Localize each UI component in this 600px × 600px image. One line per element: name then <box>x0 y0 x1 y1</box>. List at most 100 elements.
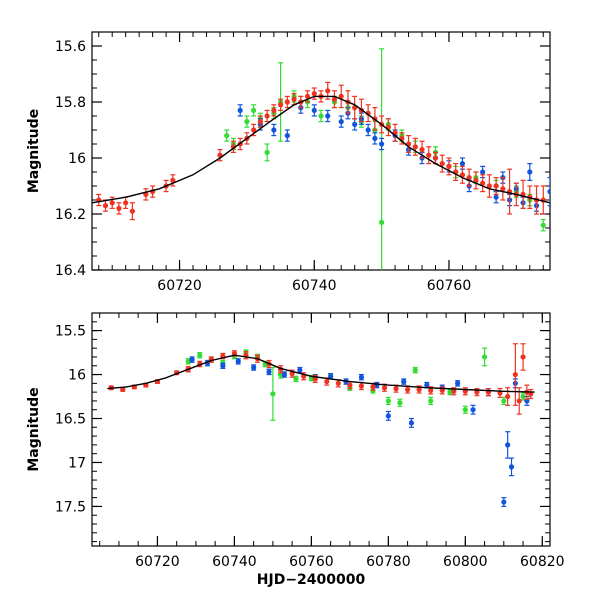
bottom-y-tick-label: 16.5 <box>55 412 86 428</box>
top-red-data-point <box>352 95 358 120</box>
top-x-tick-label: 60740 <box>292 278 337 294</box>
top-y-tick-label: 15.6 <box>55 39 86 55</box>
top-y-tick-label: 16.2 <box>55 207 86 223</box>
top-red-data-point <box>412 137 418 156</box>
bottom-green-data-point <box>481 347 488 367</box>
top-x-tick-label: 60720 <box>157 278 202 294</box>
bottom-blue-data-point <box>508 457 515 477</box>
top-red-data-point <box>506 168 513 215</box>
top-green-data-point <box>264 143 270 162</box>
bottom-green-data-point <box>412 366 418 374</box>
top-green-data-point <box>540 219 546 232</box>
bottom-x-axis-title: HJD−2400000 <box>257 572 366 588</box>
top-red-data-point <box>439 154 445 173</box>
bottom-x-tick-label: 60720 <box>135 554 180 570</box>
top-blue-data-point <box>237 104 243 117</box>
top-blue-data-point <box>352 118 358 131</box>
top-y-axis-title: Magnitude <box>26 109 42 193</box>
top-green-data-point <box>318 109 324 123</box>
bottom-blue-data-point <box>358 373 365 381</box>
top-blue-data-point <box>527 163 533 181</box>
bottom-blue-data-point <box>408 417 415 428</box>
top-red-data-point <box>123 196 129 209</box>
top-red-data-point <box>493 177 499 195</box>
bottom-green-data-point <box>197 351 203 359</box>
bottom-blue-data-point <box>455 380 461 387</box>
top-blue-data-point <box>372 132 378 145</box>
bottom-y-tick-label: 16 <box>68 368 86 384</box>
top-red-data-point <box>325 81 331 100</box>
top-red-data-point <box>170 174 176 187</box>
top-blue-data-point <box>271 123 277 137</box>
bottom-plot-frame <box>91 312 551 547</box>
bottom-blue-data-point <box>401 378 407 385</box>
top-red-data-point <box>385 118 391 137</box>
top-red-data-point <box>338 84 344 109</box>
top-x-tick-label: 60760 <box>427 278 472 294</box>
top-red-data-point <box>277 98 284 112</box>
top-red-data-point <box>102 199 109 212</box>
bottom-red-data-point <box>512 343 518 406</box>
bottom-green-data-point <box>293 375 299 383</box>
bottom-blue-data-point <box>235 358 241 365</box>
top-blue-data-point <box>284 129 290 142</box>
top-red-data-point <box>392 123 398 142</box>
bottom-red-data-point <box>451 387 457 396</box>
top-red-data-point <box>331 90 338 109</box>
bottom-blue-data-point <box>385 410 391 421</box>
bottom-panel: 60720 60740 60760 60780 60800 60820 15.5 16 16.5… <box>26 312 565 588</box>
top-red-data-point <box>304 90 311 103</box>
top-red-data-point <box>143 188 149 201</box>
bottom-green-data-point <box>462 405 468 414</box>
bottom-y-tick-label: 17.5 <box>55 499 86 515</box>
top-red-data-point <box>129 202 136 221</box>
top-plot-frame <box>91 31 551 271</box>
top-red-data-point <box>264 109 270 123</box>
bottom-x-tick-label: 60760 <box>289 554 334 570</box>
top-y-tick-label: 15.8 <box>55 95 86 111</box>
top-green-data-point <box>251 104 257 117</box>
bottom-red-data-point <box>520 343 526 371</box>
top-red-data-point <box>480 174 486 193</box>
bottom-red-data-point <box>505 387 511 406</box>
bottom-red-data-point <box>277 365 284 374</box>
bottom-red-data-point <box>358 381 365 391</box>
bottom-model-curve <box>107 354 535 393</box>
top-green-data-point <box>224 129 230 142</box>
top-blue-data-point <box>379 137 385 151</box>
bottom-blue-data-point <box>189 356 195 363</box>
top-red-data-point <box>500 177 506 201</box>
top-red-data-point <box>271 104 277 117</box>
bottom-y-tick-label: 15.5 <box>55 324 86 340</box>
top-red-data-point <box>473 171 479 190</box>
bottom-x-tick-label: 60780 <box>366 554 411 570</box>
top-blue-data-point <box>325 109 331 123</box>
top-red-data-point <box>432 151 439 165</box>
bottom-blue-data-point <box>501 497 507 508</box>
bottom-red-data-point <box>485 388 492 397</box>
top-panel: 60720 60740 60760 15.6 15.8 16 16.2 16.4 Magnitu… <box>26 31 551 294</box>
bottom-green-data-point <box>385 396 391 406</box>
bottom-green-data-point <box>270 366 276 421</box>
bottom-green-data-point <box>501 396 507 406</box>
bottom-x-tick-label: 60800 <box>443 554 488 570</box>
bottom-blue-data-point <box>251 364 257 371</box>
bottom-blue-data-point <box>220 362 226 369</box>
bottom-y-axis-title: Magnitude <box>26 387 42 471</box>
top-red-data-point <box>426 146 432 165</box>
top-red-data-point <box>284 95 290 109</box>
bottom-blue-data-point <box>470 404 476 415</box>
top-red-data-point <box>96 193 102 207</box>
top-red-data-point <box>486 174 492 198</box>
bottom-blue-data-point <box>505 431 511 459</box>
top-blue-data-point <box>311 104 317 117</box>
bottom-x-tick-label: 60820 <box>520 554 565 570</box>
top-red-data-point <box>365 104 371 123</box>
top-red-data-point <box>459 165 466 184</box>
bottom-x-tick-label: 60740 <box>212 554 257 570</box>
bottom-red-data-point <box>474 388 480 397</box>
top-red-data-point <box>419 140 425 159</box>
bottom-green-data-point <box>397 398 403 407</box>
bottom-blue-data-point <box>281 371 288 378</box>
